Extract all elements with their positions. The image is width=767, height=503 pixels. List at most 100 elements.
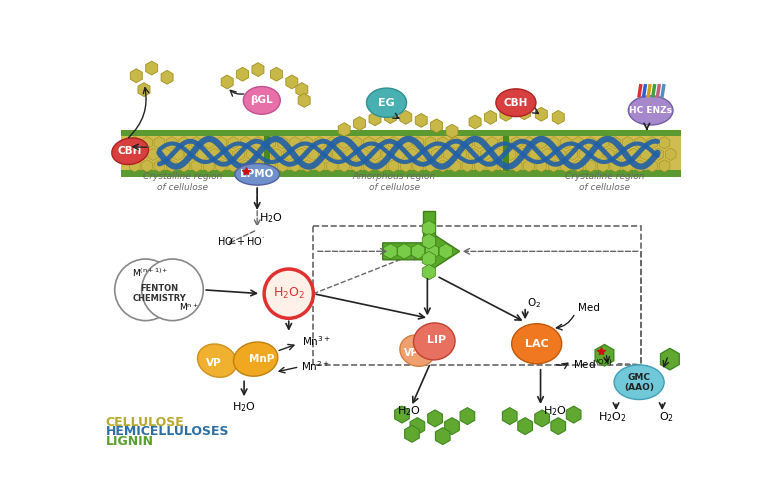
Polygon shape [369,112,381,126]
Polygon shape [573,159,584,172]
Polygon shape [634,159,645,172]
Bar [264,136,270,171]
Polygon shape [277,159,288,172]
Ellipse shape [243,87,280,114]
Polygon shape [191,159,202,172]
Polygon shape [302,159,313,172]
Polygon shape [413,159,423,172]
Polygon shape [388,159,399,172]
Polygon shape [468,148,479,160]
Polygon shape [130,69,143,82]
Ellipse shape [233,342,278,376]
Text: EG: EG [378,98,395,108]
Polygon shape [384,243,397,259]
Polygon shape [203,137,214,149]
Bar [503,136,509,171]
Bar [121,130,680,136]
Polygon shape [443,148,454,160]
Polygon shape [364,137,374,149]
Polygon shape [481,148,491,160]
Polygon shape [173,148,183,160]
Polygon shape [338,123,351,137]
Polygon shape [265,159,275,172]
Polygon shape [462,137,472,149]
Polygon shape [535,410,549,427]
Polygon shape [647,137,657,149]
Polygon shape [221,75,233,89]
Polygon shape [284,148,294,160]
Polygon shape [426,243,439,259]
Circle shape [264,269,314,318]
Polygon shape [628,148,639,160]
Text: $\mathrm{Med^{(OX)}}$: $\mathrm{Med^{(OX)}}$ [573,357,613,371]
Polygon shape [499,137,510,149]
Polygon shape [437,159,448,172]
Polygon shape [252,137,263,149]
Polygon shape [154,137,165,149]
Polygon shape [394,406,410,423]
Polygon shape [410,417,425,435]
Polygon shape [566,406,581,423]
Polygon shape [209,148,220,160]
Polygon shape [487,159,497,172]
Text: Med: Med [578,303,600,313]
Polygon shape [460,407,475,425]
Text: $\mathrm{M^{n+}}$: $\mathrm{M^{n+}}$ [179,301,199,312]
Text: $\mathrm{Mn^{3+}}$: $\mathrm{Mn^{3+}}$ [302,333,331,348]
Polygon shape [411,243,425,259]
Polygon shape [425,137,436,149]
Polygon shape [597,137,608,149]
Text: $\mathrm{HO^{\cdot}+HO^{\cdot}}$: $\mathrm{HO^{\cdot}+HO^{\cdot}}$ [217,235,265,247]
Polygon shape [339,137,350,149]
Polygon shape [518,106,530,120]
Polygon shape [308,148,319,160]
Polygon shape [647,159,657,172]
Polygon shape [216,137,226,149]
Polygon shape [216,159,226,172]
Polygon shape [439,243,453,259]
Polygon shape [148,148,159,160]
Polygon shape [130,159,140,172]
Polygon shape [487,137,497,149]
Text: CELLULOSE: CELLULOSE [106,416,184,429]
Ellipse shape [400,335,435,366]
Circle shape [115,259,176,320]
Polygon shape [252,159,263,172]
Polygon shape [271,67,282,81]
Polygon shape [376,159,387,172]
Polygon shape [445,417,459,435]
Polygon shape [400,111,412,124]
Text: VP: VP [206,358,221,368]
Polygon shape [234,148,245,160]
Text: $\mathrm{H_2O_2}$: $\mathrm{H_2O_2}$ [273,286,304,301]
Text: $\mathrm{H_2O}$: $\mathrm{H_2O}$ [397,404,421,418]
Ellipse shape [413,323,455,360]
Polygon shape [302,137,313,149]
Text: MnP: MnP [249,354,275,364]
Polygon shape [428,410,443,427]
Polygon shape [203,159,214,172]
Ellipse shape [496,89,536,117]
Polygon shape [327,159,337,172]
Text: $\mathrm{H_2O}$: $\mathrm{H_2O}$ [259,211,283,225]
Polygon shape [436,428,450,445]
Polygon shape [430,119,443,133]
Polygon shape [333,148,344,160]
Polygon shape [665,148,676,160]
Polygon shape [166,137,177,149]
Polygon shape [296,82,308,97]
Polygon shape [422,252,436,267]
Bar [121,136,680,171]
Polygon shape [591,148,602,160]
Bar [314,226,640,365]
Polygon shape [561,137,571,149]
Polygon shape [616,148,627,160]
Polygon shape [286,75,298,89]
Polygon shape [535,107,548,121]
Text: Crystalline region
of cellulose: Crystalline region of cellulose [565,173,644,192]
Polygon shape [419,148,430,160]
Polygon shape [405,426,420,442]
Text: $\mathrm{Mn^{2+}}$: $\mathrm{Mn^{2+}}$ [301,359,330,373]
Polygon shape [548,159,559,172]
Polygon shape [462,159,472,172]
